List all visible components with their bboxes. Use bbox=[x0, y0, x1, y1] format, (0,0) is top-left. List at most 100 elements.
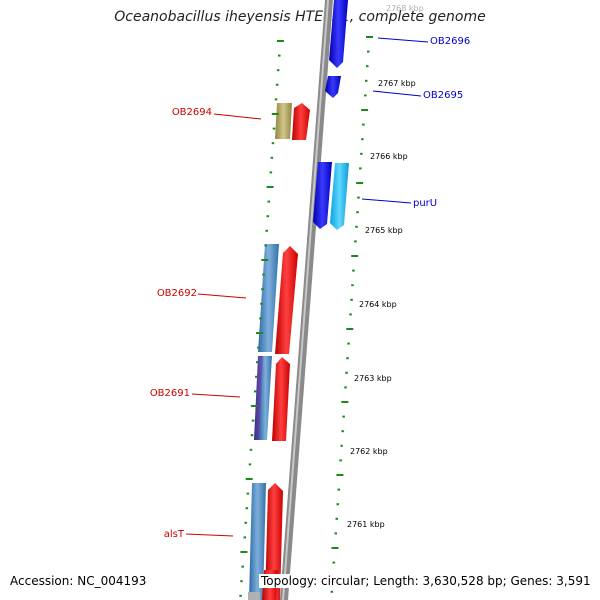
left-tick-mark bbox=[257, 346, 260, 349]
gene-ob2694-arrow[interactable] bbox=[292, 103, 310, 140]
right-tick-mark bbox=[356, 211, 359, 214]
gene-label-ob2694[interactable]: OB2694 bbox=[172, 107, 212, 118]
right-tick-mark bbox=[337, 488, 340, 491]
left-tick-mark bbox=[244, 521, 247, 524]
gene-label-ob2691[interactable]: OB2691 bbox=[150, 388, 190, 399]
gene-label-ob2696[interactable]: OB2696 bbox=[430, 36, 470, 47]
leader-ob2691 bbox=[191, 393, 241, 398]
left-tick-mark bbox=[256, 332, 264, 334]
gene-ob2695-arrow[interactable] bbox=[325, 76, 341, 98]
right-tick-mark bbox=[347, 342, 350, 345]
right-tick-mark bbox=[339, 459, 342, 462]
tick-label-2768: 2768 kbp bbox=[386, 4, 424, 13]
right-tick-mark bbox=[352, 269, 355, 272]
left-tick-mark bbox=[250, 434, 254, 437]
right-tick-mark bbox=[366, 36, 373, 38]
right-tick-mark bbox=[341, 430, 344, 433]
left-tick-mark bbox=[275, 83, 279, 86]
left-tick-mark bbox=[261, 288, 264, 291]
gene-ob2692-arrow[interactable] bbox=[275, 246, 298, 354]
right-tick-mark bbox=[335, 517, 338, 520]
right-tick-mark bbox=[341, 401, 349, 403]
left-tick-mark bbox=[249, 448, 253, 451]
right-tick-mark bbox=[345, 371, 348, 374]
left-tick-mark bbox=[278, 54, 281, 57]
left-tick-mark bbox=[272, 127, 276, 130]
genome-title: Oceanobacillus iheyensis HTE831, complet… bbox=[114, 9, 486, 25]
gene-label-alst[interactable]: alsT bbox=[164, 529, 185, 540]
left-tick-mark bbox=[255, 375, 258, 378]
left-tick-track bbox=[239, 40, 284, 597]
right-tick-mark bbox=[364, 94, 367, 97]
left-tick-mark bbox=[240, 580, 243, 583]
gene-label-purU[interactable]: purU bbox=[413, 198, 437, 209]
leader-ob2695 bbox=[372, 90, 422, 97]
gene-ob2691-arrow[interactable] bbox=[272, 357, 290, 441]
right-tick-track bbox=[330, 36, 373, 593]
leader-purU bbox=[361, 198, 412, 204]
left-tick-mark bbox=[270, 156, 274, 159]
left-tick-mark bbox=[259, 317, 262, 320]
left-tick-mark bbox=[261, 259, 269, 261]
left-tick-mark bbox=[265, 229, 268, 232]
right-tick-mark bbox=[346, 328, 354, 330]
left-tick-mark bbox=[239, 594, 242, 597]
left-tick-mark bbox=[253, 390, 257, 393]
right-tick-mark bbox=[360, 152, 363, 155]
gene-ob2696-arrow[interactable] bbox=[329, 0, 348, 68]
right-tick-mark bbox=[354, 240, 357, 243]
right-tick-mark bbox=[332, 561, 335, 564]
left-tick-mark bbox=[250, 405, 258, 407]
right-tick-mark bbox=[367, 50, 370, 53]
right-tick-mark bbox=[330, 590, 334, 593]
left-tick-mark bbox=[260, 302, 263, 305]
tick-label-2761: 2761 kbp bbox=[347, 520, 385, 529]
leader-alst bbox=[185, 533, 234, 537]
right-tick-mark bbox=[362, 123, 365, 126]
left-tick-mark bbox=[251, 419, 255, 422]
tick-label-2764: 2764 kbp bbox=[359, 300, 397, 309]
gene-purU-arrow[interactable] bbox=[313, 162, 332, 229]
left-tick-mark bbox=[266, 186, 274, 188]
right-tick-mark bbox=[355, 225, 358, 228]
gene-label-ob2692[interactable]: OB2692 bbox=[157, 288, 197, 299]
right-tick-mark bbox=[361, 109, 369, 111]
right-tick-mark bbox=[346, 357, 349, 360]
gene-ob2694-tan[interactable] bbox=[275, 103, 292, 139]
topology-text: Topology: circular; Length: 3,630,528 bp… bbox=[259, 574, 593, 588]
accession-text: Accession: NC_004193 bbox=[8, 574, 149, 588]
gene-ob2691-partner-b[interactable] bbox=[259, 356, 272, 440]
left-tick-mark bbox=[271, 142, 275, 145]
tick-label-2763: 2763 kbp bbox=[354, 374, 392, 383]
gene-label-ob2695[interactable]: OB2695 bbox=[423, 90, 463, 101]
left-tick-mark bbox=[274, 98, 278, 101]
leader-ob2692 bbox=[197, 293, 247, 299]
tick-label-2767: 2767 kbp bbox=[378, 79, 416, 88]
left-tick-mark bbox=[266, 215, 269, 218]
left-tick-mark bbox=[245, 507, 249, 510]
tick-label-2765: 2765 kbp bbox=[365, 226, 403, 235]
gene-alst-partner[interactable] bbox=[249, 483, 266, 600]
left-tick-mark bbox=[267, 200, 270, 203]
tick-label-2762: 2762 kbp bbox=[350, 447, 388, 456]
right-tick-mark bbox=[331, 547, 339, 549]
right-tick-mark bbox=[340, 444, 343, 447]
left-tick-mark bbox=[271, 113, 279, 115]
right-tick-mark bbox=[357, 196, 360, 199]
gene-purU-partner-arrow[interactable] bbox=[330, 163, 349, 230]
tick-label-2766: 2766 kbp bbox=[370, 152, 408, 161]
right-tick-mark bbox=[344, 386, 347, 389]
left-tick-mark bbox=[256, 361, 259, 364]
right-tick-mark bbox=[365, 79, 368, 82]
right-tick-mark bbox=[351, 284, 354, 287]
left-tick-mark bbox=[241, 565, 244, 568]
gene-ob2692-partner[interactable] bbox=[258, 244, 279, 352]
left-tick-mark bbox=[243, 536, 246, 539]
right-tick-mark bbox=[349, 313, 352, 316]
left-tick-mark bbox=[245, 478, 253, 480]
right-tick-mark bbox=[351, 255, 359, 257]
right-tick-mark bbox=[334, 532, 337, 535]
right-tick-mark bbox=[359, 167, 362, 170]
